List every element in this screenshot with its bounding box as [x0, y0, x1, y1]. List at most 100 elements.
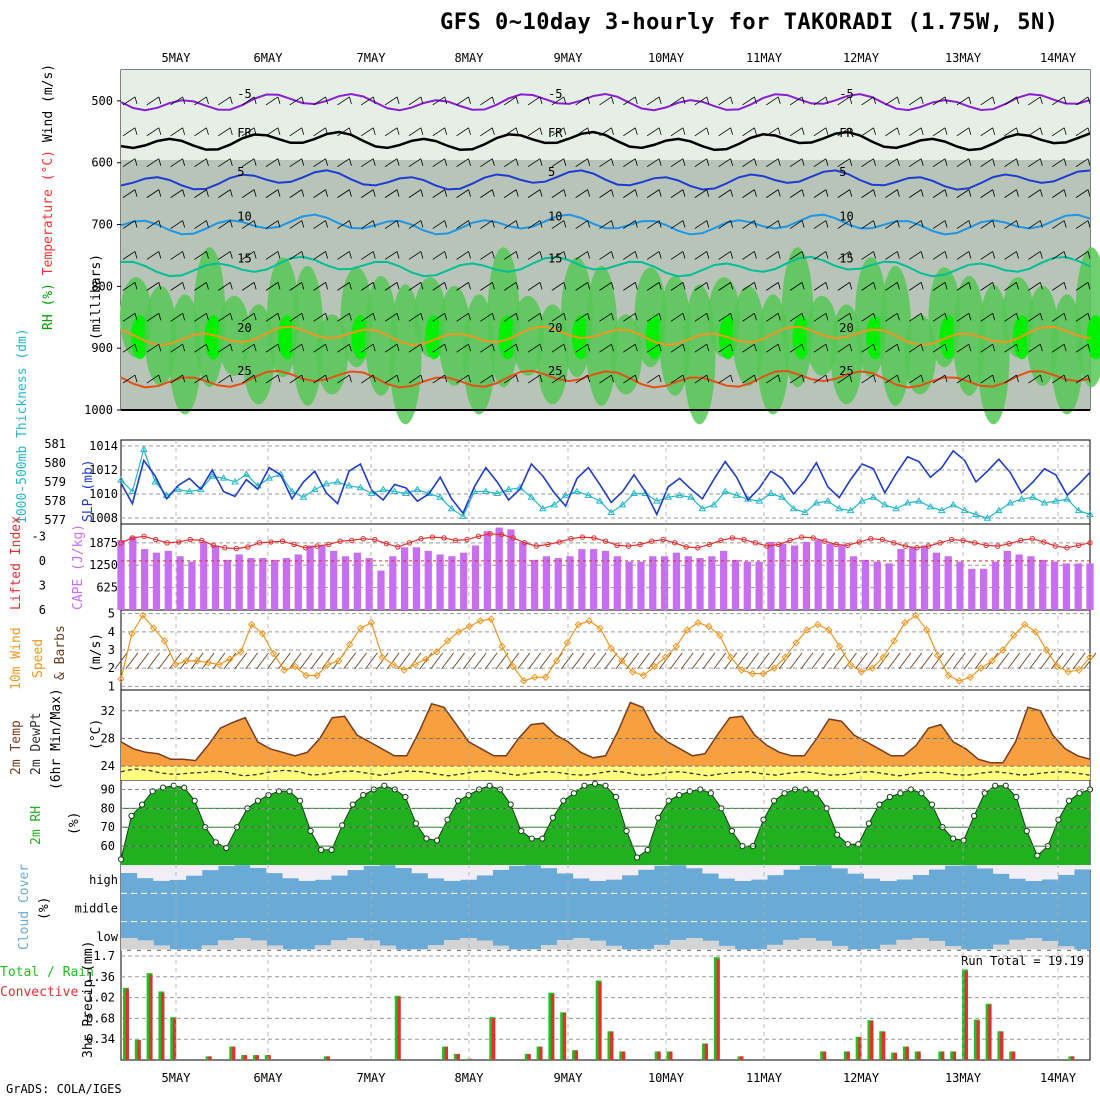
- isotherm-label: 20: [237, 321, 251, 335]
- wind-speed-point: [433, 648, 441, 656]
- wind-barb: [932, 189, 946, 198]
- wind-barb: [468, 374, 471, 383]
- wind-speed-point: [650, 662, 659, 671]
- wind-barb: [349, 220, 352, 228]
- wind-barb: [408, 312, 422, 322]
- wind-barb: [873, 220, 876, 228]
- wind-barb: [146, 189, 160, 198]
- wind-barb: [325, 344, 328, 352]
- wind-barb: [372, 282, 376, 290]
- wind-barb: [1075, 251, 1089, 260]
- li-point: [752, 540, 759, 546]
- wind-barb: [920, 189, 924, 197]
- isotherm-line: [120, 92, 1091, 112]
- cloud-low-gap: [137, 940, 154, 950]
- wind-barb: [909, 127, 922, 137]
- wind-speed-point: [258, 629, 267, 638]
- wind-speed-point: [356, 624, 365, 632]
- wind-barb: [813, 312, 827, 322]
- cape-bar: [188, 561, 196, 610]
- wind-barb: [170, 251, 183, 260]
- wind-barb: [253, 158, 257, 166]
- wind-barb: [646, 312, 660, 322]
- thickness-point: [265, 474, 274, 481]
- rh-green-blob: [610, 314, 642, 395]
- wind-barb: [658, 251, 662, 259]
- cape-ylabel: CAPE (J/kg): [71, 524, 86, 610]
- wind-barb: [682, 96, 686, 105]
- wind-barb: [241, 96, 255, 106]
- rh-bright-blob: [204, 315, 223, 360]
- cloud-low-gap: [250, 940, 267, 950]
- li-point: [164, 540, 170, 546]
- wind-barb: [1016, 127, 1019, 135]
- wind-speed-point: [661, 653, 670, 661]
- wind-barb: [122, 127, 136, 137]
- thickness-point: [584, 491, 593, 498]
- wind-barb: [885, 374, 898, 384]
- wind10m-barb: [365, 652, 378, 670]
- rh-point: [117, 856, 125, 863]
- li-point: [406, 540, 413, 546]
- cape-bar: [590, 549, 598, 610]
- wind-barb: [241, 158, 255, 168]
- wind-barb: [515, 251, 519, 259]
- rh-bright-blob: [351, 315, 370, 360]
- panel-frame-pr: [120, 439, 1091, 525]
- thickness-point: [812, 499, 821, 506]
- cape-bar: [306, 545, 314, 610]
- wind-barb: [229, 374, 233, 383]
- cloud-high-gap: [395, 865, 413, 869]
- wind-barb: [384, 374, 398, 384]
- thickness-point: [1017, 495, 1026, 502]
- wind10m-barb: [800, 652, 814, 670]
- wind-barb: [754, 344, 757, 352]
- date-label-top: 8MAY: [455, 51, 485, 65]
- rh-green-blob: [977, 284, 1010, 425]
- wind-speed-point: [705, 622, 713, 631]
- wind-barb: [718, 189, 731, 198]
- wind-barb: [372, 158, 376, 166]
- wind-barb: [885, 343, 898, 353]
- rh-point: [949, 835, 957, 842]
- wind-y-tick: 4: [108, 625, 115, 639]
- wind-barb: [956, 374, 970, 384]
- thickness-point: [926, 502, 935, 510]
- precip-convective-bar: [456, 1054, 460, 1060]
- cape-bar: [1003, 550, 1011, 610]
- isotherm-line: [120, 325, 1091, 347]
- wind-barb: [1051, 251, 1065, 260]
- wind10m-barb: [865, 652, 879, 670]
- wind-barb: [551, 343, 565, 353]
- wind-barb: [372, 189, 376, 197]
- wind-barb: [1063, 96, 1067, 105]
- cloud-high-gap: [944, 865, 962, 866]
- wind-barb: [623, 343, 636, 353]
- cloud-high-gap: [993, 865, 1010, 874]
- wind-barb: [491, 127, 495, 135]
- wind-barb: [515, 127, 519, 135]
- wind-barb: [777, 313, 781, 321]
- wind10m-barb: [1029, 652, 1042, 670]
- cape-bar: [377, 570, 385, 610]
- wind-barb: [873, 251, 876, 259]
- wind10m-barb: [495, 652, 509, 670]
- cape-bar: [1015, 554, 1023, 610]
- wind-speed-point: [977, 664, 985, 672]
- date-label-top: 9MAY: [554, 51, 584, 65]
- wind-barb: [325, 127, 328, 135]
- li-point: [325, 541, 332, 548]
- wind-barb: [777, 251, 781, 259]
- wind-barb: [777, 158, 781, 166]
- li-point: [556, 539, 563, 545]
- wind-barb: [289, 282, 302, 291]
- wind-barb: [932, 96, 946, 106]
- wind-barb: [646, 374, 660, 384]
- wind-barb: [551, 158, 565, 168]
- cloud-low-gap: [944, 946, 962, 950]
- wind-barb: [754, 282, 757, 290]
- wind-barb: [1087, 374, 1091, 383]
- wind-ylabel-4: (m/s): [89, 633, 104, 672]
- wind-barb: [551, 282, 565, 291]
- wind-barb: [992, 282, 996, 290]
